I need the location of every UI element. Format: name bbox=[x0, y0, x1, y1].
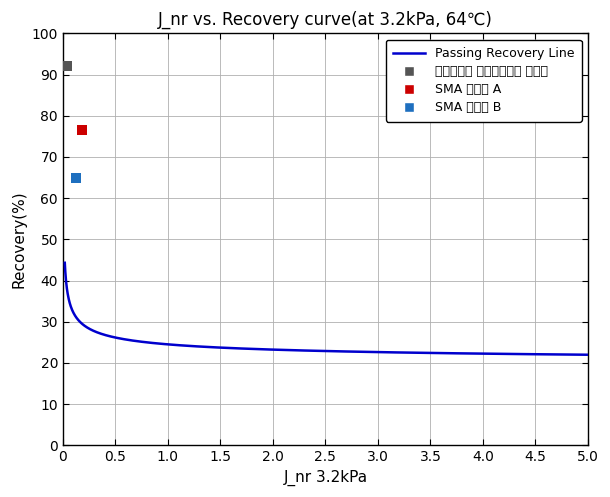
Point bbox=[77, 126, 87, 134]
Y-axis label: Recovery(%): Recovery(%) bbox=[11, 190, 26, 288]
Point bbox=[71, 173, 81, 181]
X-axis label: J_nr 3.2kPa: J_nr 3.2kPa bbox=[284, 470, 367, 486]
Legend: Passing Recovery Line, 자가수선형 고무아스팔트 바인더, SMA 바인더 A, SMA 바인더 B: Passing Recovery Line, 자가수선형 고무아스팔트 바인더,… bbox=[386, 40, 582, 122]
Title: J_nr vs. Recovery curve(at 3.2kPa, 64℃): J_nr vs. Recovery curve(at 3.2kPa, 64℃) bbox=[158, 11, 493, 29]
Point bbox=[62, 63, 72, 71]
